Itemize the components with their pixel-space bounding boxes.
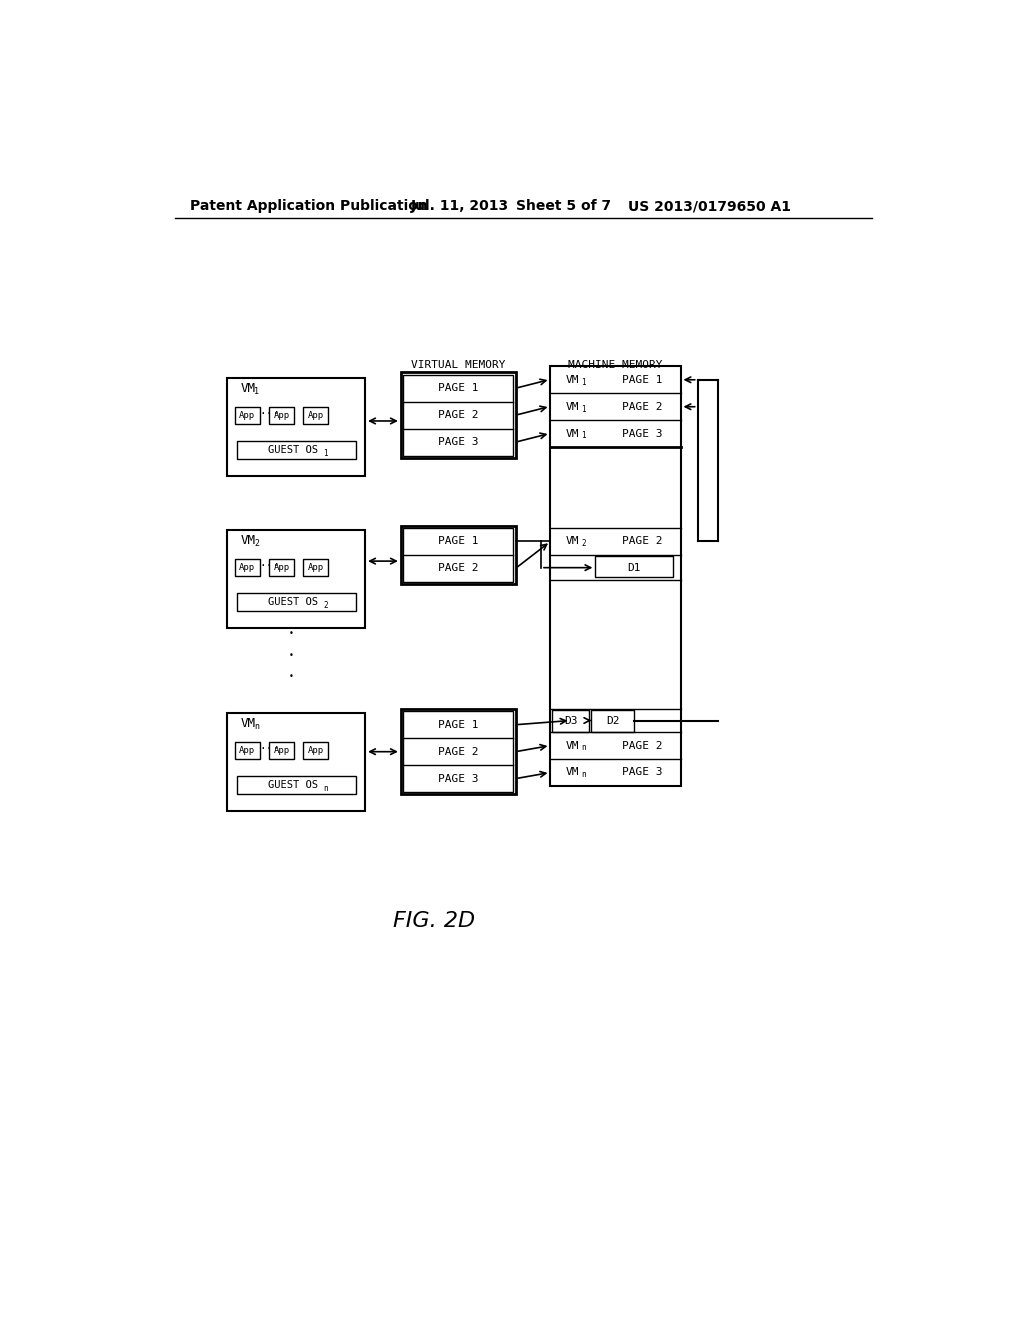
Text: VM: VM (565, 767, 579, 777)
Text: App: App (273, 562, 290, 572)
Bar (269, 558, 294, 576)
Bar (403, 375, 513, 455)
Text: App: App (240, 562, 255, 572)
Text: App: App (307, 411, 324, 420)
Text: PAGE 1: PAGE 1 (438, 536, 478, 546)
Text: PAGE 1: PAGE 1 (438, 719, 478, 730)
Text: D2: D2 (606, 715, 620, 726)
Bar (237, 593, 356, 611)
Text: 1: 1 (324, 449, 328, 458)
Text: PAGE 3: PAGE 3 (622, 767, 663, 777)
Text: VIRTUAL MEMORY: VIRTUAL MEMORY (411, 360, 506, 370)
Text: PAGE 2: PAGE 2 (622, 741, 663, 751)
Bar (303, 558, 328, 576)
Text: n: n (254, 722, 259, 731)
Text: •: • (289, 630, 293, 638)
Text: VM: VM (565, 741, 579, 751)
Text: 1: 1 (254, 387, 259, 396)
Text: ···: ··· (260, 744, 280, 754)
Text: App: App (307, 746, 324, 755)
Text: App: App (240, 411, 255, 420)
Bar (303, 742, 328, 759)
Text: App: App (273, 746, 290, 755)
Bar (227, 378, 366, 477)
Bar (400, 709, 515, 795)
Text: VM: VM (241, 717, 256, 730)
Text: PAGE 1: PAGE 1 (438, 383, 478, 393)
Bar (552, 710, 589, 733)
Text: n: n (582, 743, 586, 752)
Text: n: n (324, 784, 328, 793)
Text: US 2013/0179650 A1: US 2013/0179650 A1 (628, 199, 791, 213)
Text: GUEST OS: GUEST OS (268, 780, 318, 791)
Text: D1: D1 (628, 562, 641, 573)
Bar (227, 713, 366, 812)
Bar (550, 367, 681, 785)
Text: D3: D3 (564, 715, 578, 726)
Text: 1: 1 (582, 378, 586, 387)
Text: PAGE 2: PAGE 2 (622, 536, 663, 546)
Bar (595, 557, 673, 577)
Text: 2: 2 (582, 540, 586, 548)
Bar (269, 407, 294, 424)
Text: VM: VM (241, 533, 256, 546)
Bar (234, 407, 260, 424)
Text: VM: VM (565, 429, 579, 438)
Text: PAGE 2: PAGE 2 (438, 411, 478, 420)
Text: 2: 2 (254, 539, 259, 548)
Text: FIG. 2D: FIG. 2D (393, 911, 475, 931)
Bar (403, 711, 513, 792)
Text: PAGE 2: PAGE 2 (438, 564, 478, 573)
Text: VM: VM (241, 381, 256, 395)
Text: 1: 1 (582, 432, 586, 441)
Text: 1: 1 (582, 404, 586, 413)
Text: ···: ··· (260, 561, 280, 570)
Text: App: App (240, 746, 255, 755)
Text: PAGE 2: PAGE 2 (622, 401, 663, 412)
Bar (269, 742, 294, 759)
Text: VM: VM (565, 401, 579, 412)
Text: ···: ··· (260, 409, 280, 418)
Text: •: • (289, 651, 293, 660)
Text: VM: VM (565, 375, 579, 384)
Bar (237, 441, 356, 459)
Text: Sheet 5 of 7: Sheet 5 of 7 (515, 199, 610, 213)
Text: Jul. 11, 2013: Jul. 11, 2013 (411, 199, 509, 213)
Text: PAGE 3: PAGE 3 (438, 437, 478, 447)
Bar (592, 710, 634, 733)
Bar (403, 528, 513, 582)
Bar (237, 776, 356, 795)
Text: PAGE 3: PAGE 3 (438, 774, 478, 784)
Text: GUEST OS: GUEST OS (268, 445, 318, 455)
Bar (400, 525, 515, 585)
Text: Patent Application Publication: Patent Application Publication (190, 199, 428, 213)
Bar (227, 529, 366, 628)
Text: PAGE 3: PAGE 3 (622, 429, 663, 438)
Text: PAGE 1: PAGE 1 (622, 375, 663, 384)
Text: GUEST OS: GUEST OS (268, 597, 318, 607)
Text: VM: VM (565, 536, 579, 546)
Text: 2: 2 (324, 601, 328, 610)
Bar (234, 742, 260, 759)
Text: •: • (289, 672, 293, 681)
Text: App: App (307, 562, 324, 572)
Text: App: App (273, 411, 290, 420)
Text: n: n (582, 771, 586, 779)
Bar (234, 558, 260, 576)
Text: PAGE 2: PAGE 2 (438, 747, 478, 756)
Bar (400, 372, 515, 458)
Text: MACHINE MEMORY: MACHINE MEMORY (568, 360, 663, 370)
Bar (303, 407, 328, 424)
